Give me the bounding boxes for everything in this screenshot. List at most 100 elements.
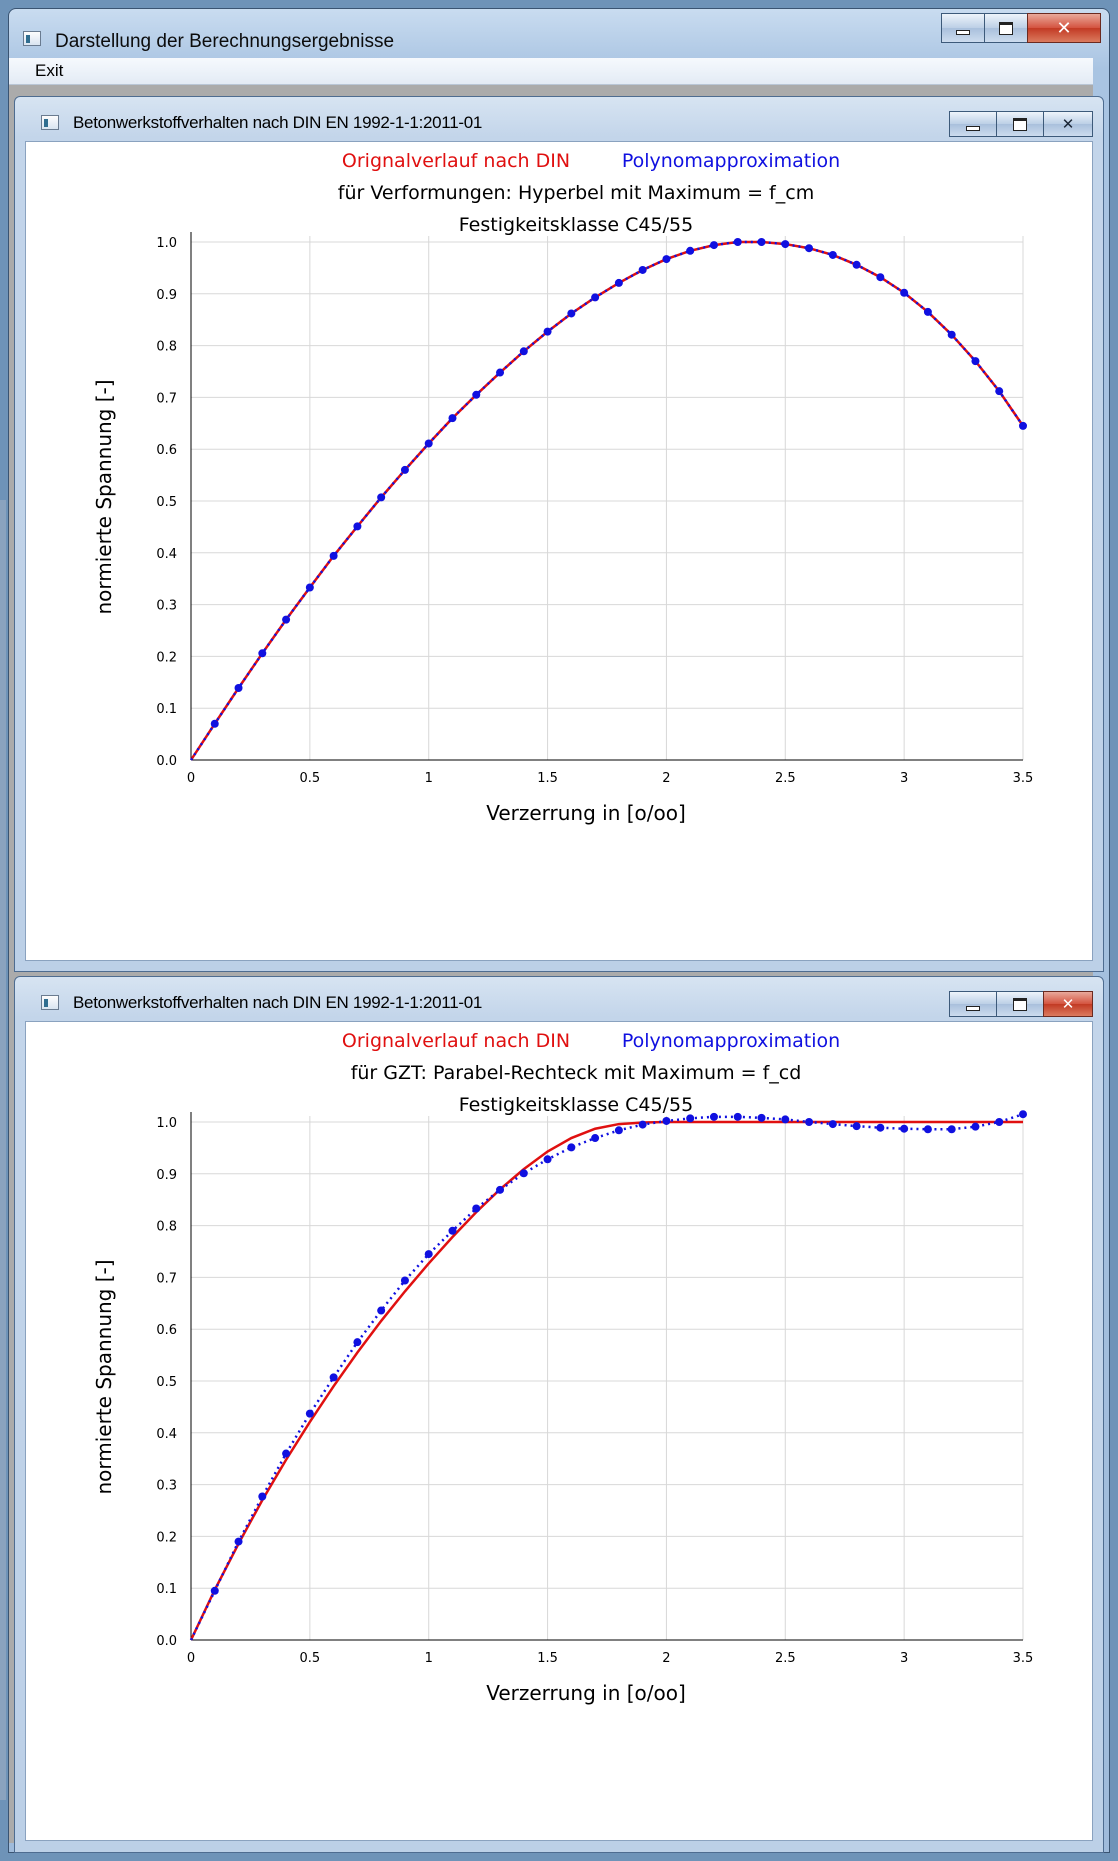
series-polynomial-point xyxy=(947,330,956,339)
chart-subtitle: für Verformungen: Hyperbel mit Maximum =… xyxy=(338,182,814,204)
series-original-line xyxy=(189,240,1025,761)
x-axis-label: Verzerrung in [o/oo] xyxy=(486,801,686,825)
chart-close-button[interactable]: ✕ xyxy=(1043,991,1093,1017)
series-polynomial-point xyxy=(971,357,980,366)
series-polynomial-point xyxy=(900,1124,909,1133)
legend-original: Orignalverlauf nach DIN xyxy=(342,150,570,172)
chart-minimize-button[interactable] xyxy=(949,991,997,1017)
series-polynomial-point xyxy=(852,1122,861,1131)
series-polynomial-point xyxy=(805,244,814,253)
series-polynomial-point xyxy=(781,1115,790,1124)
series-polynomial-point xyxy=(282,1449,291,1458)
x-axis-label: Verzerrung in [o/oo] xyxy=(486,1681,686,1705)
series-polynomial-point xyxy=(709,241,718,250)
series-polynomial-point xyxy=(567,1143,576,1152)
y-tick-label: 0.5 xyxy=(156,1375,177,1390)
y-tick-label: 1.0 xyxy=(156,236,177,251)
y-tick-label: 0.1 xyxy=(156,1582,177,1597)
chart-close-button[interactable]: ✕ xyxy=(1043,111,1093,137)
series-polynomial-point xyxy=(995,387,1004,396)
main-title-bar[interactable]: Darstellung der Berechnungsergebnisse ✕ xyxy=(9,9,1109,67)
chart-maximize-button[interactable] xyxy=(996,111,1044,137)
series-polynomial-point xyxy=(591,293,600,302)
series-polynomial-point xyxy=(258,1492,267,1501)
series-polynomial-point xyxy=(733,238,742,246)
series-polynomial-point xyxy=(353,1338,362,1347)
close-button[interactable]: ✕ xyxy=(1027,13,1101,43)
series-polynomial-point xyxy=(329,1373,338,1382)
series-polynomial-point xyxy=(828,250,837,259)
chart-svg-2: Orignalverlauf nach DIN Polynomapproximat… xyxy=(92,1030,1034,1705)
y-tick-label: 0.6 xyxy=(156,1323,177,1338)
x-tick-label: 2.5 xyxy=(775,771,796,786)
legend-polynomial: Polynomapproximation xyxy=(622,1030,840,1052)
x-tick-label: 3 xyxy=(900,771,908,786)
series-polynomial-point xyxy=(400,465,409,474)
series-polynomial-point xyxy=(876,273,885,282)
chart-window-2: Betonwerkstoffverhalten nach DIN EN 1992… xyxy=(14,976,1104,1853)
y-tick-label: 1.0 xyxy=(156,1116,177,1131)
chart-window-1-title-bar[interactable]: Betonwerkstoffverhalten nach DIN EN 1992… xyxy=(15,97,1103,141)
minimize-icon xyxy=(966,125,980,131)
series-polynomial-point xyxy=(876,1123,885,1132)
series-polynomial-point xyxy=(733,1112,742,1121)
series-polynomial-point xyxy=(923,1125,932,1134)
chart-window-icon xyxy=(41,995,59,1010)
x-tick-label: 2 xyxy=(662,771,670,786)
series-polynomial-point xyxy=(852,260,861,269)
series-polynomial-point xyxy=(377,1306,386,1315)
series-polynomial-point xyxy=(757,1113,766,1122)
series-polynomial-point xyxy=(662,255,671,264)
series-polynomial-point xyxy=(543,327,552,336)
y-tick-label: 0.9 xyxy=(156,288,177,303)
chart-canvas-1: Orignalverlauf nach DIN Polynomapproximat… xyxy=(25,141,1093,961)
series-polynomial-point xyxy=(519,1169,528,1178)
series-polynomial-line xyxy=(189,1113,1024,1641)
series-polynomial-point xyxy=(686,1114,695,1123)
chart-svg-1: Orignalverlauf nach DIN Polynomapproximat… xyxy=(92,150,1034,825)
chart-maximize-button[interactable] xyxy=(996,991,1044,1017)
background-edge xyxy=(0,500,6,1800)
maximize-icon xyxy=(1013,997,1027,1011)
series-polynomial-point xyxy=(282,615,291,624)
minimize-icon xyxy=(966,1005,980,1011)
maximize-button[interactable] xyxy=(984,13,1028,43)
y-axis-label: normierte Spannung [-] xyxy=(92,1259,116,1494)
series-polynomial-point xyxy=(828,1120,837,1129)
series-polynomial-point xyxy=(424,439,433,448)
y-tick-label: 0.6 xyxy=(156,443,177,458)
series-original-line xyxy=(189,1120,1023,1641)
minimize-button[interactable] xyxy=(941,13,985,43)
chart-window-title: Betonwerkstoffverhalten nach DIN EN 1992… xyxy=(73,113,483,132)
y-tick-label: 0.2 xyxy=(156,650,177,665)
series-polynomial-point xyxy=(305,583,314,592)
y-tick-label: 0.2 xyxy=(156,1530,177,1545)
menu-item-exit[interactable]: Exit xyxy=(35,61,64,80)
y-tick-label: 0.0 xyxy=(156,1634,177,1649)
x-tick-label: 3.5 xyxy=(1013,771,1034,786)
series-polynomial-point xyxy=(781,240,790,249)
series-polynomial-point xyxy=(258,649,267,658)
window-title: Darstellung der Berechnungsergebnisse xyxy=(55,31,395,52)
x-tick-label: 0 xyxy=(187,1651,195,1666)
series-polynomial-point xyxy=(614,278,623,287)
close-icon: ✕ xyxy=(1056,17,1072,39)
series-polynomial-point xyxy=(805,1118,814,1126)
chart-window-2-title-bar[interactable]: Betonwerkstoffverhalten nach DIN EN 1992… xyxy=(15,977,1103,1021)
y-axis-label: normierte Spannung [-] xyxy=(92,379,116,614)
series-polynomial-point xyxy=(305,1409,314,1418)
series-polynomial-point xyxy=(424,1250,433,1259)
x-tick-label: 3.5 xyxy=(1013,1651,1034,1666)
series-polynomial-point xyxy=(210,719,219,728)
x-tick-label: 0 xyxy=(187,771,195,786)
series-polynomial-point xyxy=(234,1537,243,1546)
chart-minimize-button[interactable] xyxy=(949,111,997,137)
y-tick-label: 0.9 xyxy=(156,1168,177,1183)
series-polynomial-point xyxy=(448,1226,457,1235)
x-tick-label: 2 xyxy=(662,1651,670,1666)
series-polynomial-point xyxy=(971,1122,980,1131)
x-tick-label: 1 xyxy=(425,771,433,786)
y-tick-label: 0.4 xyxy=(156,1427,177,1442)
minimize-icon xyxy=(956,29,970,35)
y-tick-label: 0.7 xyxy=(156,391,177,406)
